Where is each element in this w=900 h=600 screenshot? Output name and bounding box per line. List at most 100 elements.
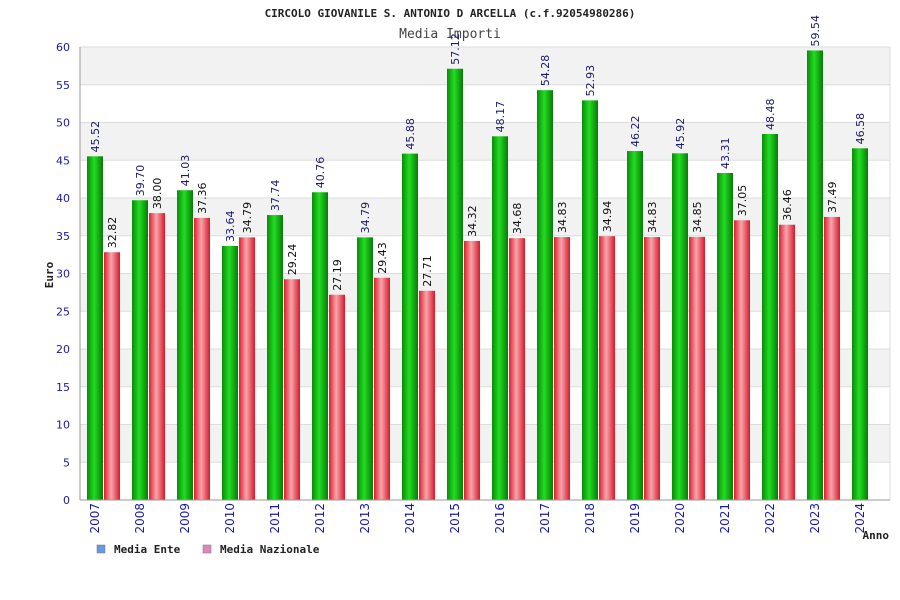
- value-label-media-ente-2010: 33.64: [224, 211, 237, 243]
- legend-label-media-nazionale: Media Nazionale: [220, 543, 320, 556]
- x-tick-label-2007: 2007: [88, 503, 102, 534]
- value-label-media-ente-2016: 48.17: [494, 101, 507, 133]
- plot-band: [80, 424, 890, 463]
- value-label-media-nazionale-2016: 34.68: [511, 203, 524, 235]
- plot-band: [80, 47, 890, 85]
- value-label-media-ente-2015: 57.12: [449, 33, 462, 65]
- legend-swatch-media-nazionale: [202, 544, 212, 554]
- plot-background: [80, 47, 890, 463]
- value-label-media-ente-2018: 52.93: [584, 65, 597, 97]
- y-tick-label: 60: [56, 41, 70, 54]
- x-tick-label-2010: 2010: [223, 503, 237, 534]
- value-label-media-nazionale-2011: 29.24: [286, 244, 299, 276]
- x-tick-label-2015: 2015: [448, 503, 462, 534]
- plot-band: [80, 198, 890, 236]
- value-label-media-nazionale-2022: 36.46: [781, 189, 794, 221]
- bar-media-nazionale-2013: [374, 277, 390, 500]
- bar-media-ente-2019: [627, 151, 643, 500]
- value-label-media-nazionale-2015: 34.32: [466, 205, 479, 237]
- chart-title: CIRCOLO GIOVANILE S. ANTONIO D ARCELLA (…: [265, 7, 636, 20]
- y-tick-label: 15: [56, 381, 70, 394]
- y-tick-label: 30: [56, 268, 70, 281]
- value-label-media-ente-2008: 39.70: [134, 165, 147, 197]
- legend: Media Ente Media Nazionale: [96, 543, 320, 556]
- bar-media-nazionale-2019: [644, 237, 660, 500]
- legend-swatch-media-ente: [96, 544, 106, 554]
- value-label-media-ente-2022: 48.48: [764, 98, 777, 130]
- value-label-media-ente-2011: 37.74: [269, 180, 282, 212]
- value-label-media-nazionale-2014: 27.71: [421, 255, 434, 287]
- value-label-media-nazionale-2009: 37.36: [196, 182, 209, 214]
- plot-band: [80, 122, 890, 161]
- bar-media-nazionale-2011: [284, 279, 300, 500]
- bar-media-nazionale-2021: [734, 220, 750, 500]
- value-label-media-nazionale-2008: 38.00: [151, 178, 164, 210]
- bar-media-nazionale-2015: [464, 240, 480, 500]
- x-tick-label-2013: 2013: [358, 503, 372, 534]
- bar-media-ente-2024: [852, 148, 868, 501]
- bar-media-nazionale-2016: [509, 238, 525, 500]
- value-label-media-ente-2009: 41.03: [179, 155, 192, 187]
- bar-media-ente-2013: [357, 237, 373, 500]
- value-label-media-ente-2014: 45.88: [404, 118, 417, 150]
- x-tick-label-2009: 2009: [178, 503, 192, 534]
- value-label-media-nazionale-2019: 34.83: [646, 202, 659, 234]
- x-tick-label-2020: 2020: [673, 503, 687, 534]
- plot-band: [80, 349, 890, 387]
- y-tick-label: 50: [56, 117, 70, 130]
- bar-media-nazionale-2023: [824, 216, 840, 500]
- y-tick-label: 20: [56, 343, 70, 356]
- value-label-media-nazionale-2021: 37.05: [736, 185, 749, 217]
- bar-media-nazionale-2008: [149, 213, 165, 500]
- value-label-media-nazionale-2012: 27.19: [331, 259, 344, 291]
- y-tick-label: 45: [56, 154, 70, 167]
- bar-media-ente-2023: [807, 50, 823, 501]
- y-tick-label: 35: [56, 230, 70, 243]
- x-axis-label: Anno: [863, 529, 890, 542]
- bar-media-ente-2015: [447, 68, 463, 500]
- value-label-media-ente-2024: 46.58: [854, 113, 867, 145]
- x-tick-label-2021: 2021: [718, 503, 732, 534]
- plot-band: [80, 273, 890, 312]
- bar-media-nazionale-2012: [329, 294, 345, 500]
- bar-media-nazionale-2010: [239, 237, 255, 500]
- x-tick-label-2016: 2016: [493, 503, 507, 534]
- y-tick-label: 5: [63, 456, 70, 469]
- bar-media-ente-2017: [537, 90, 553, 500]
- bar-media-ente-2018: [582, 100, 598, 500]
- legend-label-media-ente: Media Ente: [114, 543, 181, 556]
- y-tick-label: 0: [63, 494, 70, 507]
- value-label-media-ente-2013: 34.79: [359, 202, 372, 234]
- bar-media-ente-2021: [717, 173, 733, 500]
- bar-media-nazionale-2017: [554, 237, 570, 500]
- bars: [87, 50, 868, 501]
- x-tick-label-2014: 2014: [403, 503, 417, 534]
- value-labels: 45.52 32.82 39.70 38.00 41.03 37.36 33.64 34.79…: [89, 15, 867, 291]
- y-tick-label: 40: [56, 192, 70, 205]
- bar-media-ente-2012: [312, 192, 328, 500]
- x-tick-label-2023: 2023: [808, 503, 822, 534]
- bar-media-nazionale-2020: [689, 236, 705, 500]
- value-label-media-nazionale-2010: 34.79: [241, 202, 254, 234]
- x-tick-label-2019: 2019: [628, 503, 642, 534]
- x-tick-label-2008: 2008: [133, 503, 147, 534]
- bar-media-ente-2008: [132, 200, 148, 500]
- bar-media-nazionale-2014: [419, 290, 435, 500]
- bar-media-ente-2007: [87, 156, 103, 500]
- x-tick-labels: 2007 2008 2009 2010 2011 2012 2013 2014 2015 2016…: [88, 503, 867, 534]
- value-label-media-ente-2020: 45.92: [674, 118, 687, 150]
- bar-media-ente-2010: [222, 246, 238, 500]
- value-label-media-nazionale-2018: 34.94: [601, 201, 614, 233]
- x-tick-label-2022: 2022: [763, 503, 777, 534]
- bar-media-ente-2011: [267, 215, 283, 501]
- value-label-media-ente-2007: 45.52: [89, 121, 102, 153]
- bar-media-nazionale-2018: [599, 236, 615, 500]
- value-label-media-nazionale-2007: 32.82: [106, 217, 119, 249]
- y-tick-label: 10: [56, 419, 70, 432]
- x-tick-label-2017: 2017: [538, 503, 552, 534]
- y-tick-labels: 0 5 10 15 20 25 30 35 40 45 50 55 60: [56, 41, 70, 507]
- bar-media-ente-2014: [402, 153, 418, 500]
- bar-media-ente-2020: [672, 153, 688, 500]
- x-tick-label-2024: 2024: [853, 503, 867, 534]
